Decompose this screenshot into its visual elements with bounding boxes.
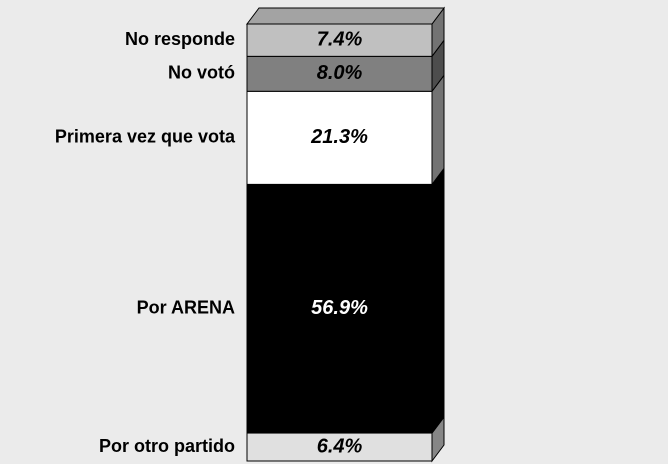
legend-label: Por ARENA (137, 297, 235, 317)
value-label: 56.9% (311, 297, 368, 319)
value-label: 8.0% (317, 62, 363, 84)
bar-side (431, 73, 445, 186)
value-label: 21.3% (310, 126, 368, 148)
legend-label: Primera vez que vota (55, 127, 236, 147)
legend-label: No votó (168, 63, 235, 83)
value-label: 7.4% (317, 28, 363, 50)
bar (246, 183, 433, 434)
bar-top (246, 7, 445, 25)
value-label: 6.4% (317, 435, 363, 457)
legend-label: No responde (125, 29, 235, 49)
bar (246, 23, 433, 57)
legend-label: Por otro partido (99, 436, 235, 456)
bar-side (431, 166, 445, 435)
bar (246, 432, 433, 462)
